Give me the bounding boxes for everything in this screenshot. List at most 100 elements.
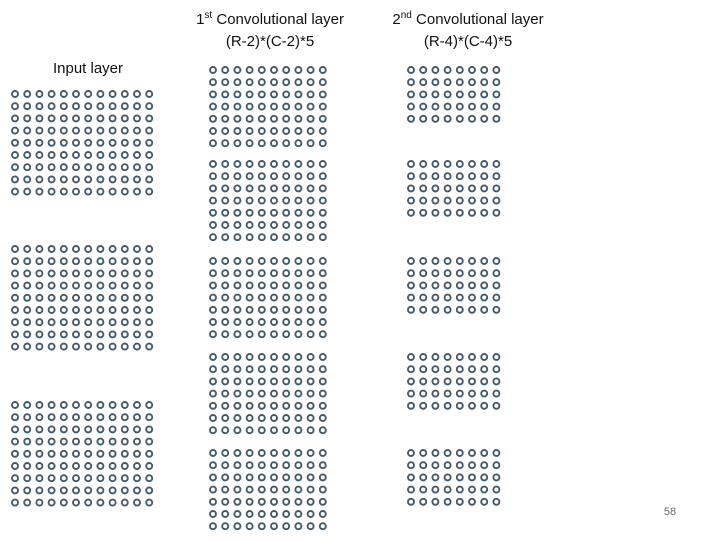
neuron-node [318,114,327,123]
neuron-node [270,221,278,229]
neuron-node [133,401,141,409]
neuron-node [233,114,242,123]
neuron-node [96,187,105,196]
neuron-node [468,281,476,290]
neuron-node [221,401,230,410]
neuron-node [221,426,230,435]
neuron-node [492,377,501,386]
neuron-node [306,473,315,482]
neuron-node [47,281,56,290]
neuron-node [282,221,291,229]
neuron-node [257,353,266,361]
neuron-node [306,510,315,518]
neuron-node [23,269,32,278]
neuron-node [468,353,476,361]
neuron-node [443,497,452,506]
neuron-node [11,175,19,184]
neuron-node [120,257,129,266]
neuron-node [318,160,327,168]
neuron-node [11,293,19,302]
neuron-node [431,353,440,361]
neuron-node [257,389,266,398]
neuron-node [282,522,291,531]
neuron-node [443,281,452,290]
neuron-node [59,449,68,458]
neuron-node [270,127,278,135]
neuron-node [257,221,266,229]
neuron-node [145,437,154,446]
neuron-node [59,138,68,147]
neuron-node [221,208,230,217]
neuron-node [282,485,291,494]
neuron-node [221,461,230,470]
neuron-node [209,449,217,457]
neuron-node [257,449,266,457]
neuron-node [257,127,266,135]
neuron-node [419,305,428,314]
neuron-node [294,473,303,482]
neuron-node [23,163,32,172]
neuron-node [11,437,19,446]
neuron-node [294,102,303,111]
neuron-node [96,90,105,98]
neuron-node [23,151,32,159]
neuron-node [257,293,266,302]
neuron-node [468,90,476,99]
neuron-node [11,114,19,123]
neuron-node [23,306,32,314]
neuron-node [306,365,315,374]
neuron-node [209,257,217,265]
neuron-node [455,389,464,398]
neuron-node [221,139,230,148]
neuron-node [59,269,68,278]
neuron-node [59,126,68,135]
conv1-grid-2 [209,160,327,242]
neuron-node [245,497,254,506]
neuron-node [84,425,93,434]
neuron-node [11,138,19,147]
neuron-node [480,78,489,87]
neuron-node [59,163,68,172]
neuron-node [209,233,217,242]
neuron-node [407,184,415,193]
neuron-node [257,281,266,290]
neuron-node [407,461,415,470]
conv1-grid-3 [209,257,327,339]
neuron-node [480,160,489,168]
neuron-node [108,138,117,147]
neuron-node [23,138,32,147]
conv1-title: 1st Convolutional layer [160,9,380,31]
neuron-node [233,401,242,410]
neuron-node [245,389,254,398]
neuron-node [407,353,415,361]
neuron-node [294,353,303,361]
neuron-node [145,90,154,98]
neuron-node [120,281,129,290]
neuron-node [431,102,440,111]
neuron-node [270,78,278,87]
neuron-node [209,184,217,193]
neuron-node [306,90,315,99]
neuron-node [294,389,303,398]
neuron-node [96,257,105,266]
neuron-node [282,389,291,398]
neuron-node [306,389,315,398]
neuron-node [59,474,68,483]
neuron-node [468,184,476,193]
neuron-node [294,426,303,435]
neuron-node [120,269,129,278]
conv2-layer-label: 2nd Convolutional layer (R-4)*(C-4)*5 [358,9,578,53]
neuron-node [47,102,56,111]
neuron-node [306,78,315,87]
neuron-node [84,474,93,483]
neuron-node [492,473,501,482]
neuron-node [282,365,291,374]
neuron-node [47,306,56,314]
neuron-node [282,330,291,339]
neuron-node [35,498,44,507]
neuron-node [133,318,141,327]
neuron-node [407,90,415,99]
neuron-node [120,306,129,314]
neuron-node [96,449,105,458]
